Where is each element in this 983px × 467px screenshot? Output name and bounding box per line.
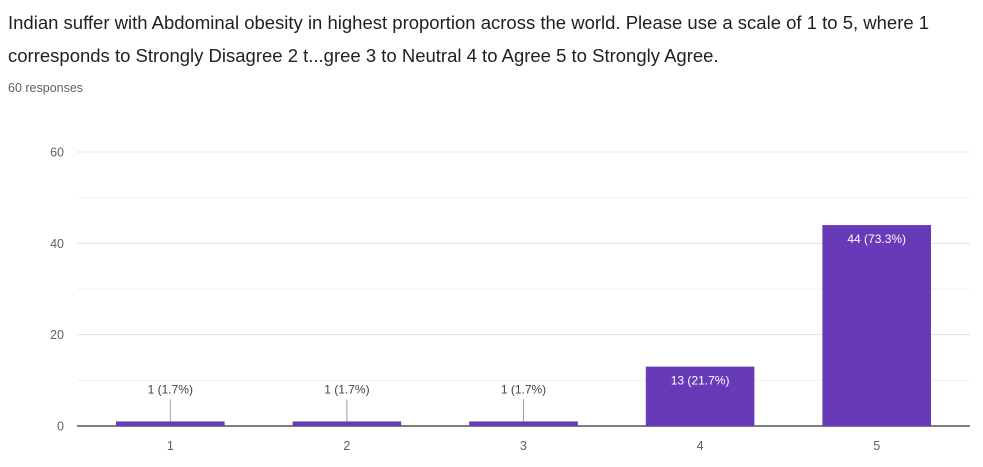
data-label: 1 (1.7%) xyxy=(324,382,369,396)
gridlines xyxy=(77,151,970,381)
y-axis: 0 20 40 60 xyxy=(50,146,64,434)
y-tick-label: 40 xyxy=(50,237,64,251)
bar-3[interactable] xyxy=(469,421,578,426)
x-tick-label: 3 xyxy=(520,439,527,453)
bar-4[interactable] xyxy=(645,366,755,426)
y-tick-label: 20 xyxy=(50,328,64,342)
data-label: 44 (73.3%) xyxy=(847,232,906,246)
bar-5[interactable] xyxy=(822,225,932,426)
response-count: 60 responses xyxy=(8,81,84,95)
y-tick-label: 0 xyxy=(57,420,64,434)
data-label: 1 (1.7%) xyxy=(148,382,193,396)
x-tick-label: 2 xyxy=(343,439,350,453)
x-tick-label: 1 xyxy=(167,439,174,453)
bar-2[interactable] xyxy=(292,421,402,426)
data-labels: 1 (1.7%) 1 (1.7%) 1 (1.7%) 13 (21.7%) 44 (73… xyxy=(148,232,906,422)
x-axis: 1 2 3 4 5 xyxy=(77,425,970,453)
bar-1[interactable] xyxy=(115,421,225,426)
bars xyxy=(115,225,932,426)
data-label: 13 (21.7%) xyxy=(671,374,730,388)
y-tick-label: 60 xyxy=(50,146,64,160)
data-label: 1 (1.7%) xyxy=(501,382,546,396)
x-tick-label: 4 xyxy=(697,439,704,453)
question-title: Indian suffer with Abdominal obesity in … xyxy=(8,12,930,66)
x-tick-label: 5 xyxy=(873,439,880,453)
